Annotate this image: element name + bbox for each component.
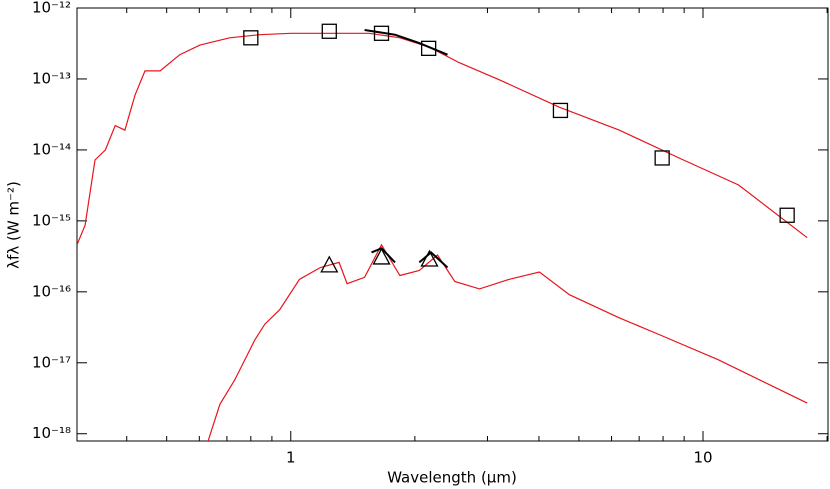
square-marker [552, 102, 569, 119]
x-tick-label: 1 [286, 449, 296, 467]
square-marker [321, 23, 337, 39]
y-axis-label: λfλ (W m⁻²) [5, 181, 23, 269]
x-tick-label: 10 [693, 449, 712, 467]
plot-frame [76, 7, 829, 442]
y-tick-label: 10⁻¹⁵ [32, 211, 71, 229]
square-marker [779, 207, 795, 223]
y-tick-label: 10⁻¹⁸ [32, 424, 71, 442]
triangle-marker [320, 255, 339, 273]
y-tick-label: 10⁻¹⁶ [32, 282, 71, 300]
y-tick-label: 10⁻¹⁷ [32, 353, 71, 371]
triangle-marker [420, 249, 439, 267]
spectrum-line [77, 32, 808, 246]
x-axis-label: Wavelength (μm) [387, 469, 517, 487]
square-marker [243, 30, 259, 46]
triangle-marker [372, 247, 391, 265]
square-marker [654, 150, 670, 166]
y-tick-label: 10⁻¹⁴ [32, 140, 71, 158]
y-tick-label: 10⁻¹³ [32, 69, 71, 87]
spectrum-line [207, 243, 808, 441]
square-marker [373, 25, 390, 41]
square-marker [420, 40, 437, 56]
spectrum-line [364, 29, 448, 56]
y-tick-label: 10⁻¹² [32, 0, 71, 17]
